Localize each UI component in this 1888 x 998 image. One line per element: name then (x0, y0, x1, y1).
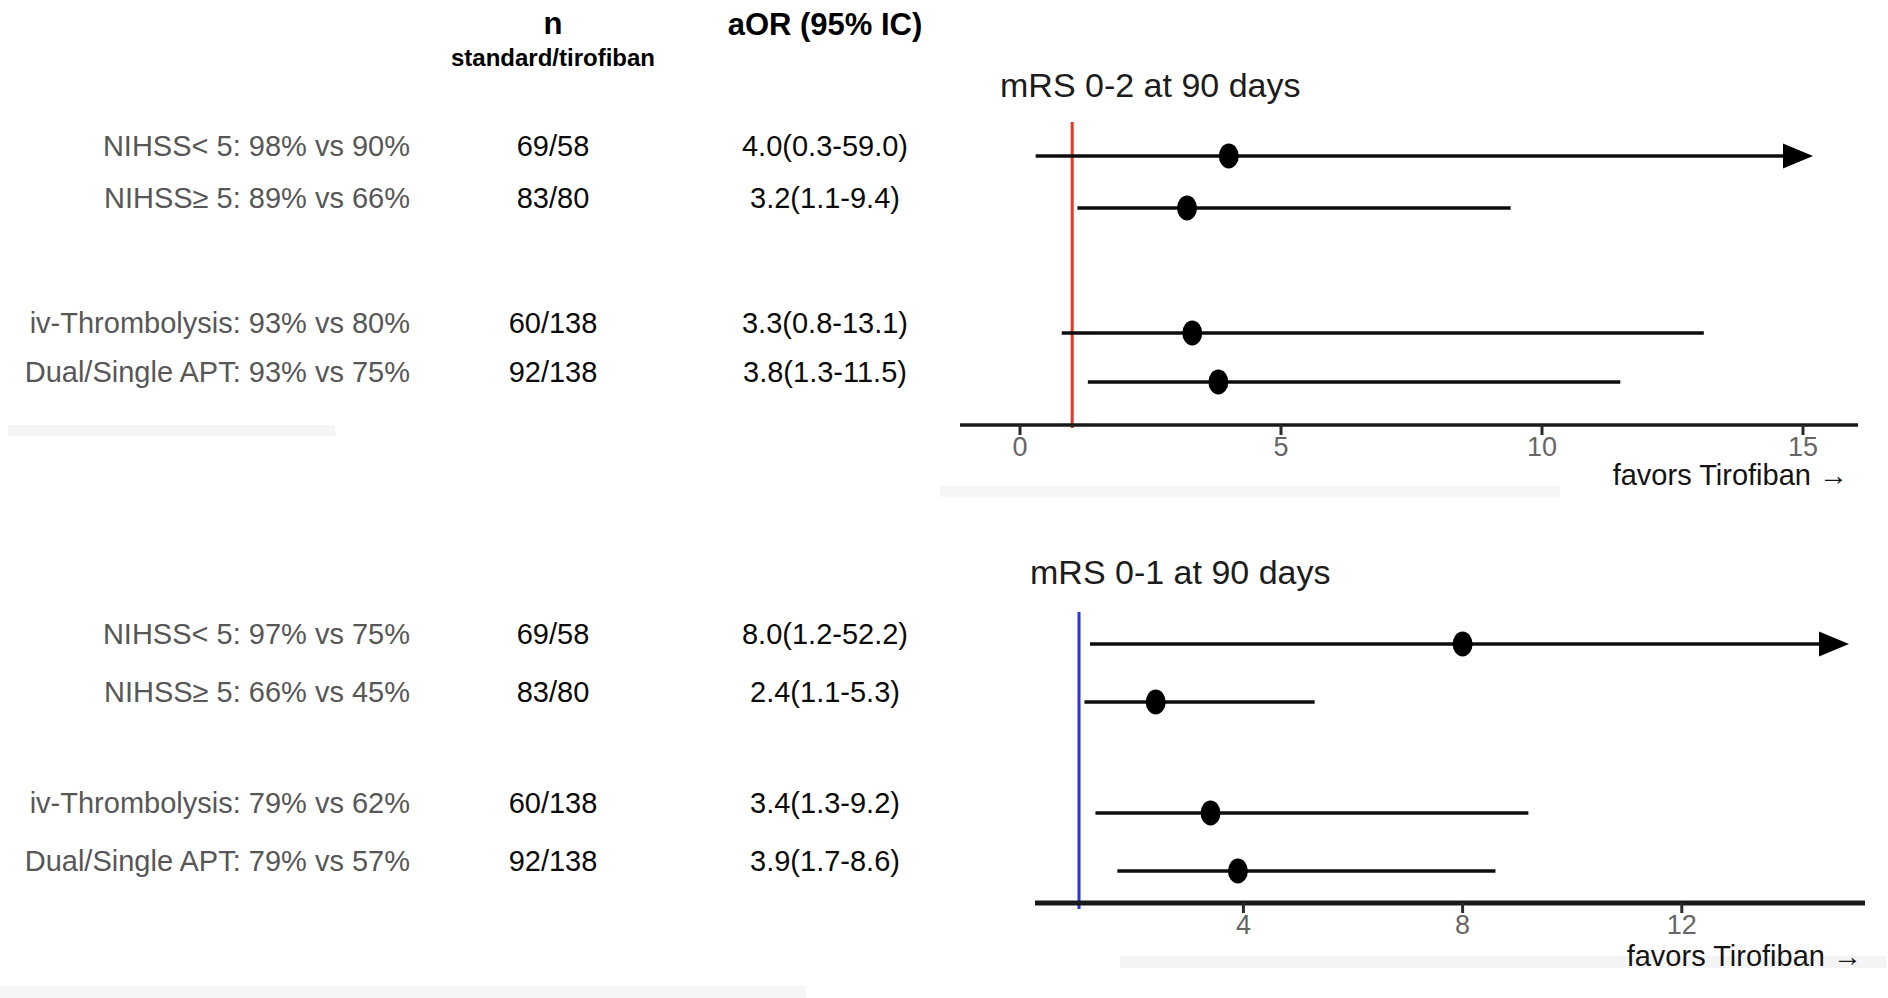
row-label: iv-Thrombolysis: 93% vs 80% (0, 306, 410, 340)
axis-tick-label: 5 (1273, 432, 1288, 462)
row-n-value: 92/138 (473, 844, 633, 878)
row-label: NIHSS< 5: 97% vs 75% (0, 617, 410, 651)
axis-tick-label: 12 (1667, 910, 1697, 940)
forest-plot-bottom: 4 8 12 (1035, 612, 1865, 940)
row-n-value: 69/58 (473, 617, 633, 651)
or-marker (1453, 632, 1473, 657)
row-aor-value: 4.0(0.3-59.0) (685, 129, 965, 163)
row-n-value: 60/138 (473, 786, 633, 820)
row-label: NIHSS< 5: 98% vs 90% (0, 129, 410, 163)
forest-plot-figure: n standard/tirofiban aOR (95% IC) mRS 0-… (0, 0, 1888, 998)
or-marker (1208, 370, 1228, 395)
row-label: Dual/Single APT: 93% vs 75% (0, 355, 410, 389)
or-marker (1146, 690, 1166, 715)
row-n-value: 60/138 (473, 306, 633, 340)
forest-plot-top: 0 5 10 15 (960, 122, 1858, 462)
axis-tick-label: 0 (1012, 432, 1027, 462)
axis-tick-label: 10 (1527, 432, 1557, 462)
row-label: NIHSS≥ 5: 66% vs 45% (0, 675, 410, 709)
row-n-value: 83/80 (473, 181, 633, 215)
or-marker (1182, 321, 1202, 346)
row-aor-value: 2.4(1.1-5.3) (685, 675, 965, 709)
row-aor-value: 3.2(1.1-9.4) (685, 181, 965, 215)
row-label: iv-Thrombolysis: 79% vs 62% (0, 786, 410, 820)
axis-tick-label: 4 (1236, 910, 1251, 940)
or-marker (1177, 196, 1197, 221)
row-aor-value: 3.8(1.3-11.5) (685, 355, 965, 389)
row-n-value: 69/58 (473, 129, 633, 163)
or-marker (1219, 144, 1239, 169)
row-label: NIHSS≥ 5: 89% vs 66% (0, 181, 410, 215)
row-n-value: 92/138 (473, 355, 633, 389)
ci-clipped-arrowhead-icon (1819, 632, 1849, 657)
or-marker (1201, 801, 1221, 826)
axis-tick-label: 8 (1455, 910, 1470, 940)
axis-tick-label: 15 (1788, 432, 1818, 462)
row-aor-value: 3.4(1.3-9.2) (685, 786, 965, 820)
row-label: Dual/Single APT: 79% vs 57% (0, 844, 410, 878)
row-aor-value: 3.9(1.7-8.6) (685, 844, 965, 878)
or-marker (1228, 859, 1248, 884)
ci-clipped-arrowhead-icon (1783, 144, 1813, 169)
row-aor-value: 3.3(0.8-13.1) (685, 306, 965, 340)
row-n-value: 83/80 (473, 675, 633, 709)
row-aor-value: 8.0(1.2-52.2) (685, 617, 965, 651)
